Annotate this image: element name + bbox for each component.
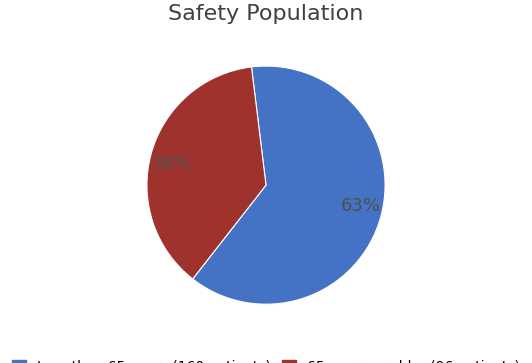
Title: Safety Population: Safety Population [168, 4, 364, 24]
Legend: Less than 65 years (160 patients), 65 years or older (96 patients): Less than 65 years (160 patients), 65 ye… [5, 353, 527, 363]
Text: 63%: 63% [340, 197, 380, 215]
Wedge shape [193, 66, 385, 304]
Text: 38%: 38% [152, 155, 192, 174]
Wedge shape [147, 67, 266, 279]
